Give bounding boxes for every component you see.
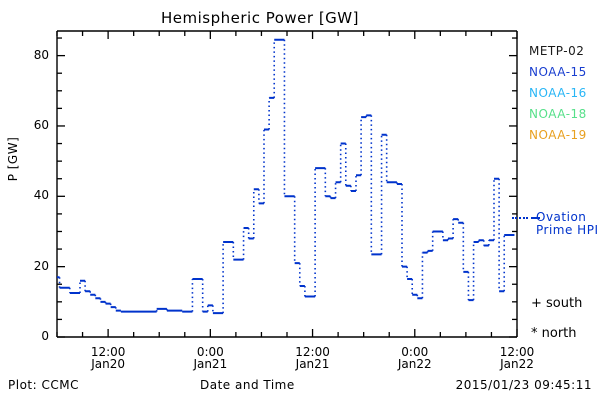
x-tick-date: Jan21: [295, 357, 330, 371]
legend-item-noaa-15: NOAA-15: [529, 65, 587, 79]
page-title: Hemispheric Power [GW]: [161, 9, 359, 27]
x-tick-date: Jan20: [91, 357, 125, 371]
x-tick-label: 12:00 Jan21: [283, 346, 343, 370]
y-tick-label: 60: [33, 117, 49, 132]
legend-item-noaa-16: NOAA-16: [529, 86, 587, 100]
ovation-dash-icon: [512, 217, 528, 219]
x-tick-date: Jan22: [397, 357, 432, 371]
x-tick-label: 0:00Jan23: [589, 346, 600, 370]
y-tick-label: 80: [33, 47, 49, 62]
y-tick-label: 40: [33, 188, 49, 203]
x-tick-time: 12:00: [499, 345, 535, 359]
plot-credit: Plot: CCMC: [8, 378, 79, 392]
x-tick-label: 0:00 Jan21: [180, 346, 240, 370]
x-tick-time: 0:00: [196, 345, 224, 359]
x-tick-date: Jan21: [193, 357, 228, 371]
south-marker-label: + south: [531, 296, 583, 311]
legend-item-noaa-18: NOAA-18: [529, 107, 587, 121]
x-axis-label: Date and Time: [200, 378, 295, 392]
x-tick-time: 0:00: [589, 346, 600, 358]
legend-item-noaa-19: NOAA-19: [529, 128, 587, 142]
y-tick-label: 20: [33, 258, 49, 273]
timestamp: 2015/01/23 09:45:11: [455, 378, 592, 392]
x-tick-label: 0:00 Jan22: [385, 346, 445, 370]
ovation-line-icon: [531, 217, 540, 219]
x-tick-date: Jan23: [589, 358, 600, 370]
x-tick-label: 12:00 Jan22: [487, 346, 547, 370]
x-tick-time: 12:00: [90, 345, 126, 359]
x-tick-time: 0:00: [401, 345, 429, 359]
y-tick-label: 0: [41, 329, 49, 343]
x-tick-date: Jan22: [500, 357, 534, 371]
x-tick-label: 12:00 Jan20: [78, 346, 138, 370]
ovation-legend-label: Ovation Prime HPI: [536, 210, 599, 237]
legend-item-metp-02: METP-02: [529, 44, 585, 58]
x-tick-time: 12:00: [295, 345, 330, 359]
north-marker-label: * north: [531, 326, 577, 341]
